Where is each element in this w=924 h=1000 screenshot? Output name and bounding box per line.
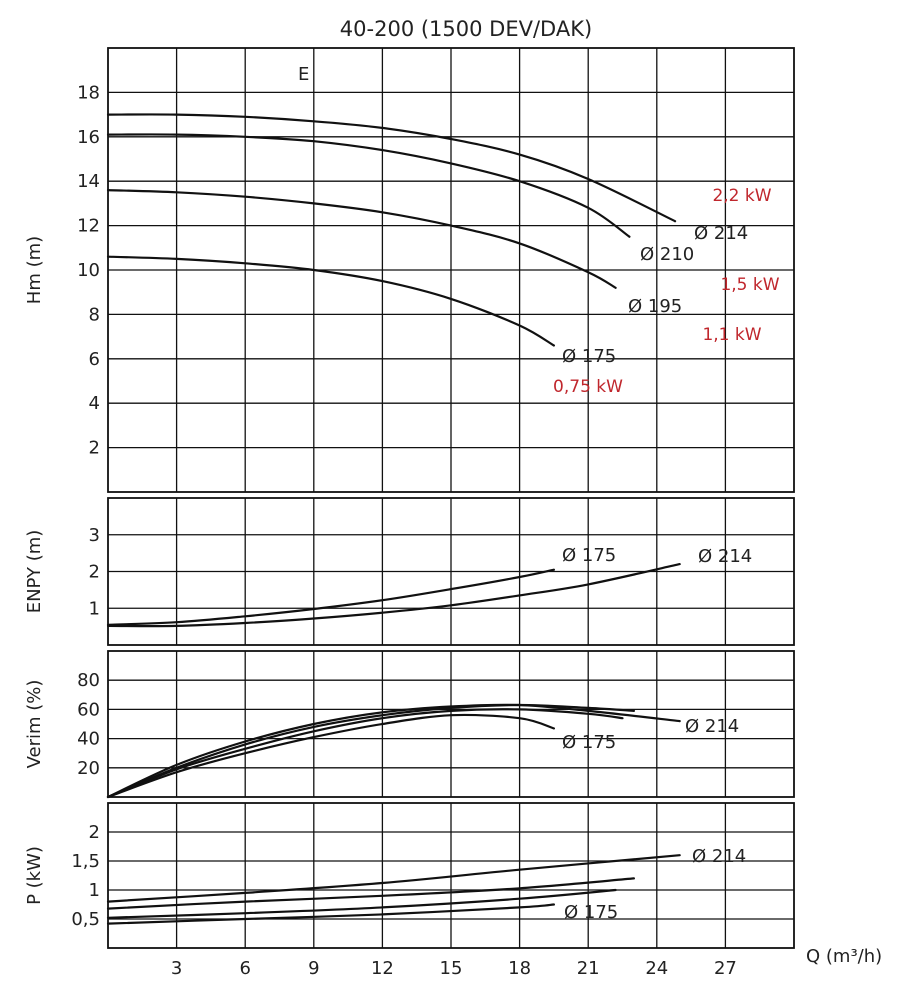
- panel-frame: [107, 650, 795, 798]
- series-label: Ø 214: [685, 716, 739, 737]
- y-tick-label: 4: [89, 393, 100, 414]
- chart-title: 40-200 (1500 DEV/DAK): [340, 17, 592, 41]
- annotation-label: E: [298, 64, 309, 85]
- y-tick-label: 3: [89, 525, 100, 546]
- series-label: Ø 175: [562, 346, 616, 367]
- series-label: Ø 214: [692, 846, 746, 867]
- y-tick-label: 6: [89, 349, 100, 370]
- x-axis-label: Q (m³/h): [806, 946, 882, 967]
- y-tick-label: 18: [77, 82, 100, 103]
- series-label: Ø 175: [562, 545, 616, 566]
- curve-enpy-1: [106, 563, 681, 628]
- panel-frame: [107, 497, 795, 646]
- curve-hm-0: [106, 113, 677, 223]
- y-axis-label: P (kW): [24, 846, 45, 905]
- x-tick-label: 15: [440, 958, 463, 979]
- curve-hm-3: [106, 255, 555, 347]
- x-tick-label: 9: [308, 958, 319, 979]
- curve-verim-2: [106, 708, 624, 799]
- curve-hm-1: [106, 133, 631, 238]
- y-tick-label: 2: [89, 822, 100, 843]
- series-label: Ø 214: [694, 223, 748, 244]
- y-tick-label: 20: [77, 758, 100, 779]
- y-tick-label: 8: [89, 304, 100, 325]
- panel-frame: [107, 802, 795, 949]
- x-tick-label: 3: [171, 958, 182, 979]
- y-tick-label: 2: [89, 438, 100, 459]
- x-tick-label: 24: [645, 958, 668, 979]
- y-tick-label: 16: [77, 127, 100, 148]
- power-label: 2,2 kW: [712, 186, 771, 206]
- x-axis: 3 6 9 12 15 18 21 24 27 Q (m³/h): [171, 946, 882, 979]
- series-label: Ø 210: [640, 244, 694, 265]
- curve-verim-0: [106, 703, 681, 799]
- panel-frame: [107, 47, 795, 493]
- y-tick-label: 40: [77, 729, 100, 750]
- panel-power: 0,5 1 1,5 2 P (kW) Ø 214 Ø 175: [24, 802, 795, 949]
- curve-power-3: [106, 903, 555, 925]
- y-axis-label: Verim (%): [24, 680, 45, 769]
- panel-enpy: 1 2 3 ENPY (m) Ø 175 Ø 214: [24, 497, 795, 646]
- curve-verim-1: [106, 703, 635, 799]
- y-tick-label: 60: [77, 699, 100, 720]
- x-tick-label: 12: [371, 958, 394, 979]
- y-tick-label: 2: [89, 562, 100, 583]
- y-axis-label: ENPY (m): [24, 530, 45, 614]
- curve-enpy-0: [106, 568, 555, 626]
- x-tick-label: 18: [508, 958, 531, 979]
- y-tick-label: 10: [77, 260, 100, 281]
- series-label: Ø 175: [562, 732, 616, 753]
- y-tick-label: 12: [77, 216, 100, 237]
- curve-verim-3: [106, 713, 555, 799]
- panel-verim: 20 40 60 80 Verim (%) Ø 214 Ø 175: [24, 650, 795, 799]
- curve-power-2: [106, 888, 617, 919]
- power-label: 1,1 kW: [702, 325, 761, 345]
- series-label: Ø 214: [698, 546, 752, 567]
- power-label: 0,75 kW: [553, 377, 623, 397]
- y-tick-label: 1: [89, 598, 100, 619]
- x-tick-label: 6: [239, 958, 250, 979]
- power-label: 1,5 kW: [720, 275, 779, 295]
- x-tick-label: 27: [714, 958, 737, 979]
- series-label: Ø 195: [628, 296, 682, 317]
- series-label: Ø 175: [564, 902, 618, 923]
- curve-hm-2: [106, 189, 617, 289]
- x-tick-label: 21: [577, 958, 600, 979]
- y-tick-label: 80: [77, 670, 100, 691]
- curve-power-1: [106, 877, 635, 910]
- y-axis-label: Hm (m): [24, 236, 45, 304]
- y-tick-label: 1,5: [71, 851, 100, 872]
- y-tick-label: 1: [89, 880, 100, 901]
- y-tick-label: 0,5: [71, 909, 100, 930]
- y-tick-label: 14: [77, 171, 100, 192]
- curve-power-0: [106, 854, 681, 903]
